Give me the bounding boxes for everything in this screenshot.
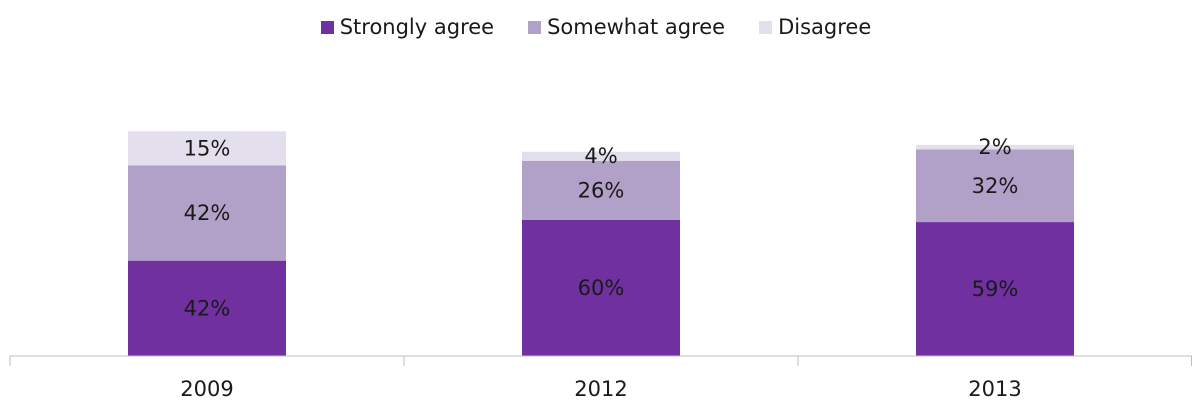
x-tick-label-2012: 2012 (574, 377, 627, 401)
data-label-somewhat-agree-2013: 32% (972, 174, 1019, 198)
data-label-disagree-2009: 15% (184, 136, 231, 160)
bar-segment-strongly-agree-2012 (522, 219, 680, 356)
data-label-strongly-agree-2012: 60% (578, 276, 625, 300)
data-label-disagree-2013: 2% (978, 135, 1011, 159)
legend-swatch-strongly-agree (320, 20, 334, 34)
legend-item-strongly-agree: Strongly agree (320, 15, 495, 39)
bar-segment-strongly-agree-2009 (128, 260, 286, 356)
data-label-somewhat-agree-2012: 26% (578, 178, 625, 202)
bar-segment-disagree-2013 (916, 144, 1074, 150)
legend-swatch-somewhat-agree (528, 20, 542, 34)
data-label-somewhat-agree-2009: 42% (184, 201, 231, 225)
x-tick-label-2009: 2009 (180, 377, 233, 401)
legend-label-somewhat-agree: Somewhat agree (547, 15, 726, 39)
legend-swatch-disagree (759, 20, 773, 34)
bar-segment-somewhat-agree-2012 (522, 160, 680, 220)
data-label-disagree-2012: 4% (584, 144, 617, 168)
legend-item-somewhat-agree: Somewhat agree (528, 15, 725, 39)
bar-segment-strongly-agree-2013 (916, 222, 1074, 356)
x-tick-label-2013: 2013 (968, 377, 1021, 401)
bar-segment-somewhat-agree-2013 (916, 149, 1074, 223)
bar-segment-somewhat-agree-2009 (128, 165, 286, 261)
bar-segment-disagree-2012 (522, 151, 680, 161)
chart-legend: Strongly agree Somewhat agree Disagree (0, 12, 1192, 42)
legend-label-disagree: Disagree (778, 15, 872, 39)
legend-item-disagree: Disagree (759, 15, 871, 39)
data-label-strongly-agree-2013: 59% (972, 277, 1019, 301)
legend-label-strongly-agree: Strongly agree (339, 15, 495, 39)
data-label-strongly-agree-2009: 42% (184, 296, 231, 320)
bar-segment-disagree-2009 (128, 131, 286, 166)
